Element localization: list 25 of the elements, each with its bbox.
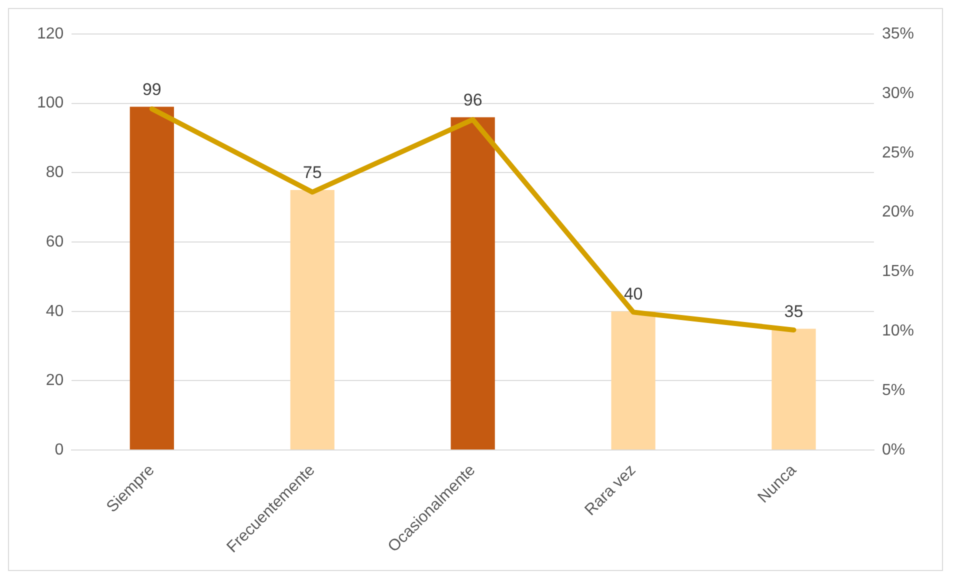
y2-tick-label: 35% <box>882 25 914 42</box>
y2-tick-label: 20% <box>882 204 914 221</box>
y2-tick-label: 25% <box>882 144 914 162</box>
y-tick-label: 40 <box>46 302 64 320</box>
y2-tick-label: 10% <box>882 322 914 340</box>
bar <box>611 311 656 450</box>
bar <box>772 328 816 450</box>
y-tick-label: 100 <box>36 94 64 112</box>
y-tick-label: 0 <box>54 441 64 458</box>
data-label: 99 <box>142 80 162 99</box>
data-label: 40 <box>624 284 643 304</box>
y2-tick-label: 30% <box>882 84 914 102</box>
y2-tick-label: 5% <box>882 382 906 400</box>
y-tick-label: 60 <box>46 233 64 250</box>
bar <box>130 106 174 450</box>
bar <box>290 190 334 450</box>
bar <box>450 117 495 450</box>
y2-tick-label: 0% <box>882 441 906 458</box>
data-label: 75 <box>302 163 322 182</box>
y-tick-label: 20 <box>46 372 64 390</box>
data-label: 96 <box>463 90 482 110</box>
y-tick-label: 80 <box>46 164 64 182</box>
y-tick-label: 120 <box>36 25 64 42</box>
data-label: 35 <box>784 302 804 321</box>
y2-tick-label: 15% <box>882 263 914 280</box>
